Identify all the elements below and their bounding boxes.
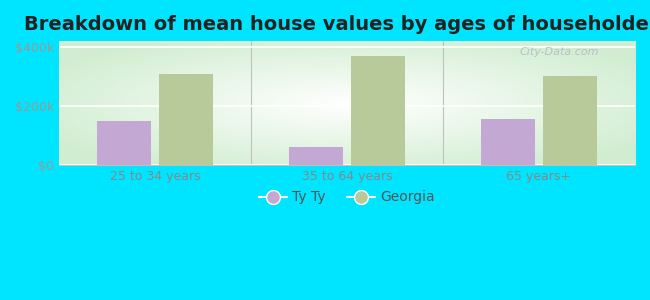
Legend: Ty Ty, Georgia: Ty Ty, Georgia — [254, 185, 441, 210]
Bar — [289, 147, 343, 165]
Bar — [159, 74, 213, 165]
Text: City-Data.com: City-Data.com — [520, 47, 599, 57]
Bar — [98, 121, 151, 165]
Title: Breakdown of mean house values by ages of householders: Breakdown of mean house values by ages o… — [24, 15, 650, 34]
Bar — [482, 119, 535, 165]
Bar — [351, 56, 404, 165]
Bar — [543, 76, 597, 165]
